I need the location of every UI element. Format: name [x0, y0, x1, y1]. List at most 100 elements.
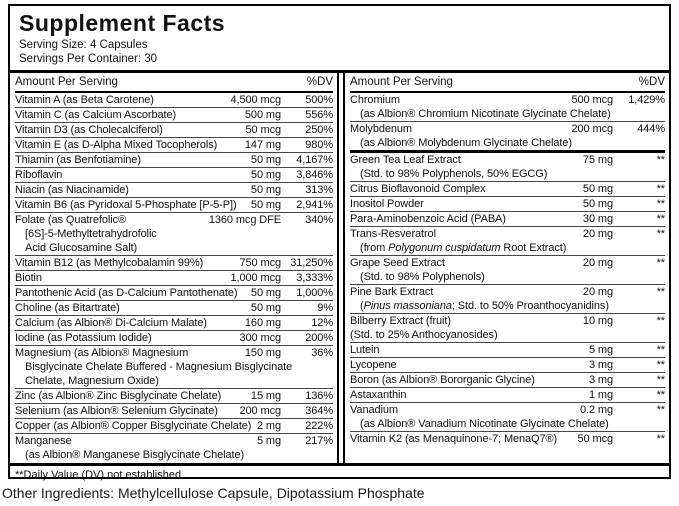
table-row: Lutein 5 mg **: [350, 342, 665, 357]
table-row: Green Tea Leaf Extract 75 mg ** (Std. to 98…: [350, 150, 665, 181]
table-row: Lycopene 3 mg **: [350, 357, 665, 372]
table-row: Copper (as Albion® Copper Bisglycinate C…: [15, 418, 333, 433]
row-name: Choline (as Bitartrate): [15, 302, 120, 314]
row-dv: **: [656, 228, 665, 240]
row-name: Thiamin (as Benfotiamine): [15, 154, 141, 166]
table-row: Niacin (as Niacinamide) 50 mg 313%: [15, 182, 333, 197]
table-row: Vitamin K2 (as Menaquinone-7; MenaQ7®) 50…: [350, 431, 665, 446]
right-column: Amount Per Serving %DV Chromium 500 mcg 1,…: [345, 73, 669, 463]
row-dv: **: [656, 198, 665, 210]
row-amount: 1360 mcg DFE: [208, 214, 281, 226]
table-row: Grape Seed Extract 20 mg ** (Std. to 98% Po…: [350, 255, 665, 284]
table-row: Para-Aminobenzoic Acid (PABA) 30 mg **: [350, 211, 665, 226]
row-name: Pine Bark Extract: [350, 286, 434, 298]
table-row: Vitamin C (as Calcium Ascorbate) 500 mg 55…: [15, 107, 333, 122]
row-amount: 75 mg: [582, 154, 613, 166]
row-amount: 3 mg: [588, 374, 613, 386]
row-subtext: Bisglycinate Chelate Buffered - Magnesiu…: [25, 361, 293, 373]
table-row: Biotin 1,000 mcg 3,333%: [15, 270, 333, 285]
row-amount: 50 mg: [250, 199, 281, 211]
row-name: Chromium: [350, 94, 400, 106]
row-amount: 50 mg: [250, 154, 281, 166]
right-rows: Chromium 500 mcg 1,429% (as Albion® Chromiu…: [350, 93, 665, 446]
row-dv: 2,941%: [296, 199, 333, 211]
amount-per-serving-label: Amount Per Serving: [350, 76, 453, 88]
row-amount: 160 mg: [244, 317, 281, 329]
row-name: Lycopene: [350, 359, 397, 371]
table-row: Thiamin (as Benfotiamine) 50 mg 4,167%: [15, 152, 333, 167]
row-name: Inositol Powder: [350, 198, 424, 210]
row-name: Green Tea Leaf Extract: [350, 154, 461, 166]
row-subtext: (as Albion® Manganese Bisglycinate Chela…: [25, 449, 245, 461]
left-column-header: Amount Per Serving %DV: [15, 73, 333, 93]
table-row: Folate (as Quatrefolic® 1360 mcg DFE 340% […: [15, 212, 333, 255]
row-dv: **: [656, 154, 665, 166]
nutrient-columns: Amount Per Serving %DV Vitamin A (as Bet…: [10, 70, 669, 463]
table-row: Pine Bark Extract 20 mg ** (Pinus massonian…: [350, 284, 665, 313]
row-name: Vitamin K2 (as Menaquinone-7; MenaQ7®): [350, 433, 558, 445]
table-row: Calcium (as Albion® Di-Calcium Malate) 16…: [15, 315, 333, 330]
amount-per-serving-label: Amount Per Serving: [15, 76, 118, 88]
row-dv: 3,846%: [296, 169, 333, 181]
row-name: Zinc (as Albion® Zinc Bisglycinate Chela…: [15, 390, 222, 402]
row-name: Magnesium (as Albion® Magnesium: [15, 347, 189, 359]
row-amount: 150 mg: [244, 347, 281, 359]
row-name: Bilberry Extract (fruit): [350, 315, 451, 327]
table-row: Chromium 500 mcg 1,429% (as Albion® Chromiu…: [350, 93, 665, 121]
row-subtext: (Std. to 98% Polyphenols, 50% EGCG): [360, 168, 548, 180]
row-name: Selenium (as Albion® Selenium Glycinate): [15, 405, 218, 417]
row-amount: 4,500 mcg: [230, 94, 282, 106]
row-dv: 364%: [305, 405, 333, 417]
row-name: Para-Aminobenzoic Acid (PABA): [350, 213, 506, 225]
row-dv: **: [656, 183, 665, 195]
left-rows: Vitamin A (as Beta Carotene) 4,500 mcg 500…: [15, 93, 333, 462]
row-dv: 340%: [305, 214, 333, 226]
row-amount: 20 mg: [582, 286, 613, 298]
row-name: Vitamin E (as D-Alpha Mixed Tocopherols): [15, 139, 218, 151]
row-dv: 500%: [305, 94, 333, 106]
table-row: Vitamin D3 (as Cholecalciferol) 50 mcg 250…: [15, 122, 333, 137]
row-amount: 0.2 mg: [579, 404, 613, 416]
row-dv: 12%: [311, 317, 333, 329]
row-subtext: Chelate, Magnesium Oxide): [25, 375, 159, 387]
row-amount: 2 mg: [256, 420, 281, 432]
table-row: Selenium (as Albion® Selenium Glycinate)…: [15, 403, 333, 418]
row-name: Vitamin B6 (as Pyridoxal 5-Phosphate [P-…: [15, 199, 237, 211]
column-divider: [337, 73, 345, 463]
table-row: Zinc (as Albion® Zinc Bisglycinate Chela…: [15, 388, 333, 403]
table-row: Riboflavin 50 mg 3,846%: [15, 167, 333, 182]
table-row: Molybdenum 200 mcg 444% (as Albion® Molybde…: [350, 121, 665, 150]
row-dv: 1,000%: [296, 287, 333, 299]
row-name: Grape Seed Extract: [350, 257, 445, 269]
row-dv: 9%: [317, 302, 333, 314]
row-amount: 147 mg: [244, 139, 281, 151]
row-amount: 1,000 mcg: [230, 272, 282, 284]
table-row: Citrus Bioflavonoid Complex 50 mg **: [350, 181, 665, 196]
percent-dv-label: %DV: [638, 76, 665, 88]
row-dv: **: [656, 404, 665, 416]
row-name: Molybdenum: [350, 123, 412, 135]
row-dv: **: [656, 257, 665, 269]
table-row: Inositol Powder 50 mg **: [350, 196, 665, 211]
table-row: Choline (as Bitartrate) 50 mg 9%: [15, 300, 333, 315]
row-name: Vitamin A (as Beta Carotene): [15, 94, 154, 106]
table-row: Vitamin A (as Beta Carotene) 4,500 mcg 500…: [15, 93, 333, 107]
row-name: Iodine (as Potassium Iodide): [15, 332, 152, 344]
row-amount: 500 mg: [244, 109, 281, 121]
row-amount: 20 mg: [582, 257, 613, 269]
row-name: Vitamin D3 (as Cholecalciferol): [15, 124, 163, 136]
row-dv: **: [656, 315, 665, 327]
row-dv: **: [656, 286, 665, 298]
table-row: Bilberry Extract (fruit) 10 mg ** (Std. to …: [350, 313, 665, 342]
row-dv: 36%: [311, 347, 333, 359]
row-amount: 200 mcg: [571, 123, 614, 135]
row-dv: 222%: [305, 420, 333, 432]
percent-dv-label: %DV: [306, 76, 333, 88]
row-subtext: [6S]-5-Methyltetrahydrofolic: [25, 228, 157, 240]
row-subtext: (Pinus massoniana; Std. to 50% Proanthoc…: [360, 300, 609, 312]
row-name: Vanadium: [350, 404, 398, 416]
row-dv: **: [656, 344, 665, 356]
row-dv: **: [656, 213, 665, 225]
row-amount: 1 mg: [588, 389, 613, 401]
